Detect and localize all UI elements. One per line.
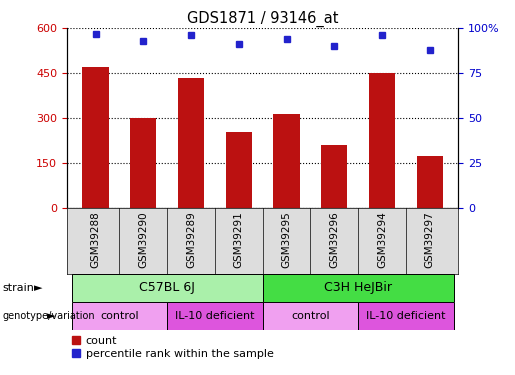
Title: GDS1871 / 93146_at: GDS1871 / 93146_at — [187, 10, 338, 27]
Text: genotype/variation: genotype/variation — [3, 311, 95, 321]
Text: strain: strain — [3, 283, 35, 293]
Text: GSM39294: GSM39294 — [377, 211, 387, 268]
Text: GSM39297: GSM39297 — [425, 211, 435, 268]
Text: ►: ► — [47, 311, 55, 321]
Bar — [417, 156, 443, 208]
Bar — [130, 118, 157, 208]
Text: control: control — [291, 311, 330, 321]
Text: GSM39296: GSM39296 — [329, 211, 339, 268]
Text: IL-10 deficient: IL-10 deficient — [175, 311, 255, 321]
Text: GSM39289: GSM39289 — [186, 211, 196, 268]
Text: GSM39295: GSM39295 — [282, 211, 291, 268]
Bar — [263, 274, 454, 302]
Text: IL-10 deficient: IL-10 deficient — [366, 311, 445, 321]
Bar — [321, 145, 348, 208]
Bar — [72, 274, 263, 302]
Text: control: control — [100, 311, 139, 321]
Text: C57BL 6J: C57BL 6J — [139, 281, 195, 294]
Text: ►: ► — [35, 283, 43, 293]
Bar — [72, 302, 167, 330]
Text: GSM39291: GSM39291 — [234, 211, 244, 268]
Text: C3H HeJBir: C3H HeJBir — [324, 281, 392, 294]
Bar — [178, 78, 204, 208]
Bar — [82, 67, 109, 208]
Bar — [369, 73, 395, 208]
Bar — [358, 302, 454, 330]
Text: GSM39290: GSM39290 — [139, 211, 148, 268]
Bar — [226, 132, 252, 208]
Text: GSM39288: GSM39288 — [91, 211, 100, 268]
Bar — [273, 114, 300, 208]
Bar — [167, 302, 263, 330]
Bar — [263, 302, 358, 330]
Legend: count, percentile rank within the sample: count, percentile rank within the sample — [73, 336, 273, 359]
